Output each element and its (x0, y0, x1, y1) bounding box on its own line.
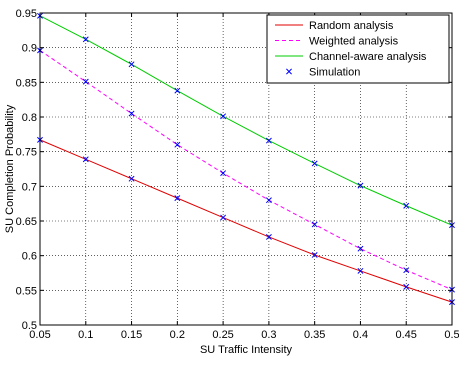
series-line-1 (39, 139, 453, 303)
marker-stroke (403, 267, 410, 274)
plot-frame (39, 12, 453, 326)
simulation-point (265, 137, 272, 144)
legend-swatch-marker (286, 68, 292, 75)
x-tick-label: 0.25 (212, 329, 233, 341)
marker-stroke (220, 214, 227, 221)
simulation-point (403, 202, 410, 209)
marker-stroke (128, 175, 135, 182)
y-tick-label: 0.8 (22, 112, 37, 124)
simulation-point (128, 175, 135, 182)
axis-ticks: 0.05 0.1 0.15 0.2 0.25 0.3 0.35 0.4 0.45 0.5 0.5 0.… (16, 8, 459, 341)
marker-stroke (357, 245, 364, 252)
marker-stroke (311, 252, 318, 258)
simulation-point (174, 87, 181, 94)
x-tick-label: 0.4 (353, 329, 368, 341)
simulation-point (311, 221, 318, 228)
marker-stroke (311, 221, 318, 228)
legend-box (266, 14, 450, 84)
marker-stroke (128, 110, 135, 117)
y-tick-label: 0.65 (16, 216, 37, 228)
simulation-point (220, 170, 227, 177)
y-tick-label: 0.95 (16, 8, 37, 20)
simulation-markers (37, 12, 455, 306)
x-tick-label: 0.3 (261, 329, 276, 341)
series-layer (39, 15, 453, 303)
simulation-point (403, 283, 410, 290)
y-tick-label: 0.55 (16, 285, 37, 297)
y-tick-label: 0.9 (22, 43, 37, 55)
y-tick-label: 0.85 (16, 77, 37, 89)
simulation-point (128, 61, 135, 68)
x-tick-label: 0.45 (396, 329, 417, 341)
legend-entry-label: Simulation (309, 67, 360, 79)
marker-stroke (265, 233, 272, 240)
simulation-point (311, 160, 318, 167)
simulation-point (82, 78, 89, 85)
simulation-point (174, 195, 181, 202)
y-tick-label: 0.6 (22, 251, 37, 263)
y-tick-label: 0.5 (22, 320, 37, 332)
marker-stroke (174, 195, 181, 202)
simulation-point (265, 197, 272, 204)
x-tick-label: 0.15 (121, 329, 142, 341)
x-tick-label: 0.5 (444, 329, 459, 341)
simulation-point (403, 267, 410, 274)
simulation-point (174, 141, 181, 148)
marker-stroke (220, 113, 227, 120)
simulation-point (357, 245, 364, 252)
marker-stroke (220, 170, 227, 177)
marker-stroke (265, 197, 272, 204)
y-tick-label: 0.7 (22, 181, 37, 193)
marker-stroke (82, 156, 89, 163)
marker-stroke (82, 36, 89, 43)
x-axis-label: SU Traffic Intensity (200, 344, 293, 356)
marker-stroke (311, 160, 318, 167)
simulation-point (82, 36, 89, 43)
simulation-point (220, 113, 227, 120)
simulation-point (265, 233, 272, 240)
marker-stroke (357, 267, 364, 274)
marker-stroke (128, 61, 135, 68)
simulation-point (357, 267, 364, 274)
marker-stroke (174, 141, 181, 148)
simulation-point (311, 252, 318, 258)
marker-stroke (357, 182, 364, 189)
legend-entry-label: Weighted analysis (309, 36, 399, 48)
legend-entry-label: Random analysis (309, 20, 394, 32)
x-tick-label: 0.1 (78, 329, 93, 341)
x-tick-label: 0.05 (29, 329, 50, 341)
y-axis-label: SU Completion Probability (4, 104, 16, 233)
y-tick-label: 0.75 (16, 147, 37, 159)
simulation-point (128, 110, 135, 117)
series-line-3 (39, 15, 453, 226)
simulation-point (357, 182, 364, 189)
series-line-2 (39, 50, 453, 291)
marker-stroke (403, 283, 410, 290)
legend-entry-label: Channel-aware analysis (309, 51, 427, 63)
simulation-point (220, 214, 227, 221)
x-tick-label: 0.35 (304, 329, 325, 341)
legend: Random analysis Weighted analysis Channel-… (266, 14, 450, 84)
marker-stroke (82, 78, 89, 85)
simulation-point (82, 156, 89, 163)
marker-stroke (265, 137, 272, 144)
x-tick-label: 0.2 (170, 329, 185, 341)
marker-stroke (403, 202, 410, 209)
marker-stroke (174, 87, 181, 94)
